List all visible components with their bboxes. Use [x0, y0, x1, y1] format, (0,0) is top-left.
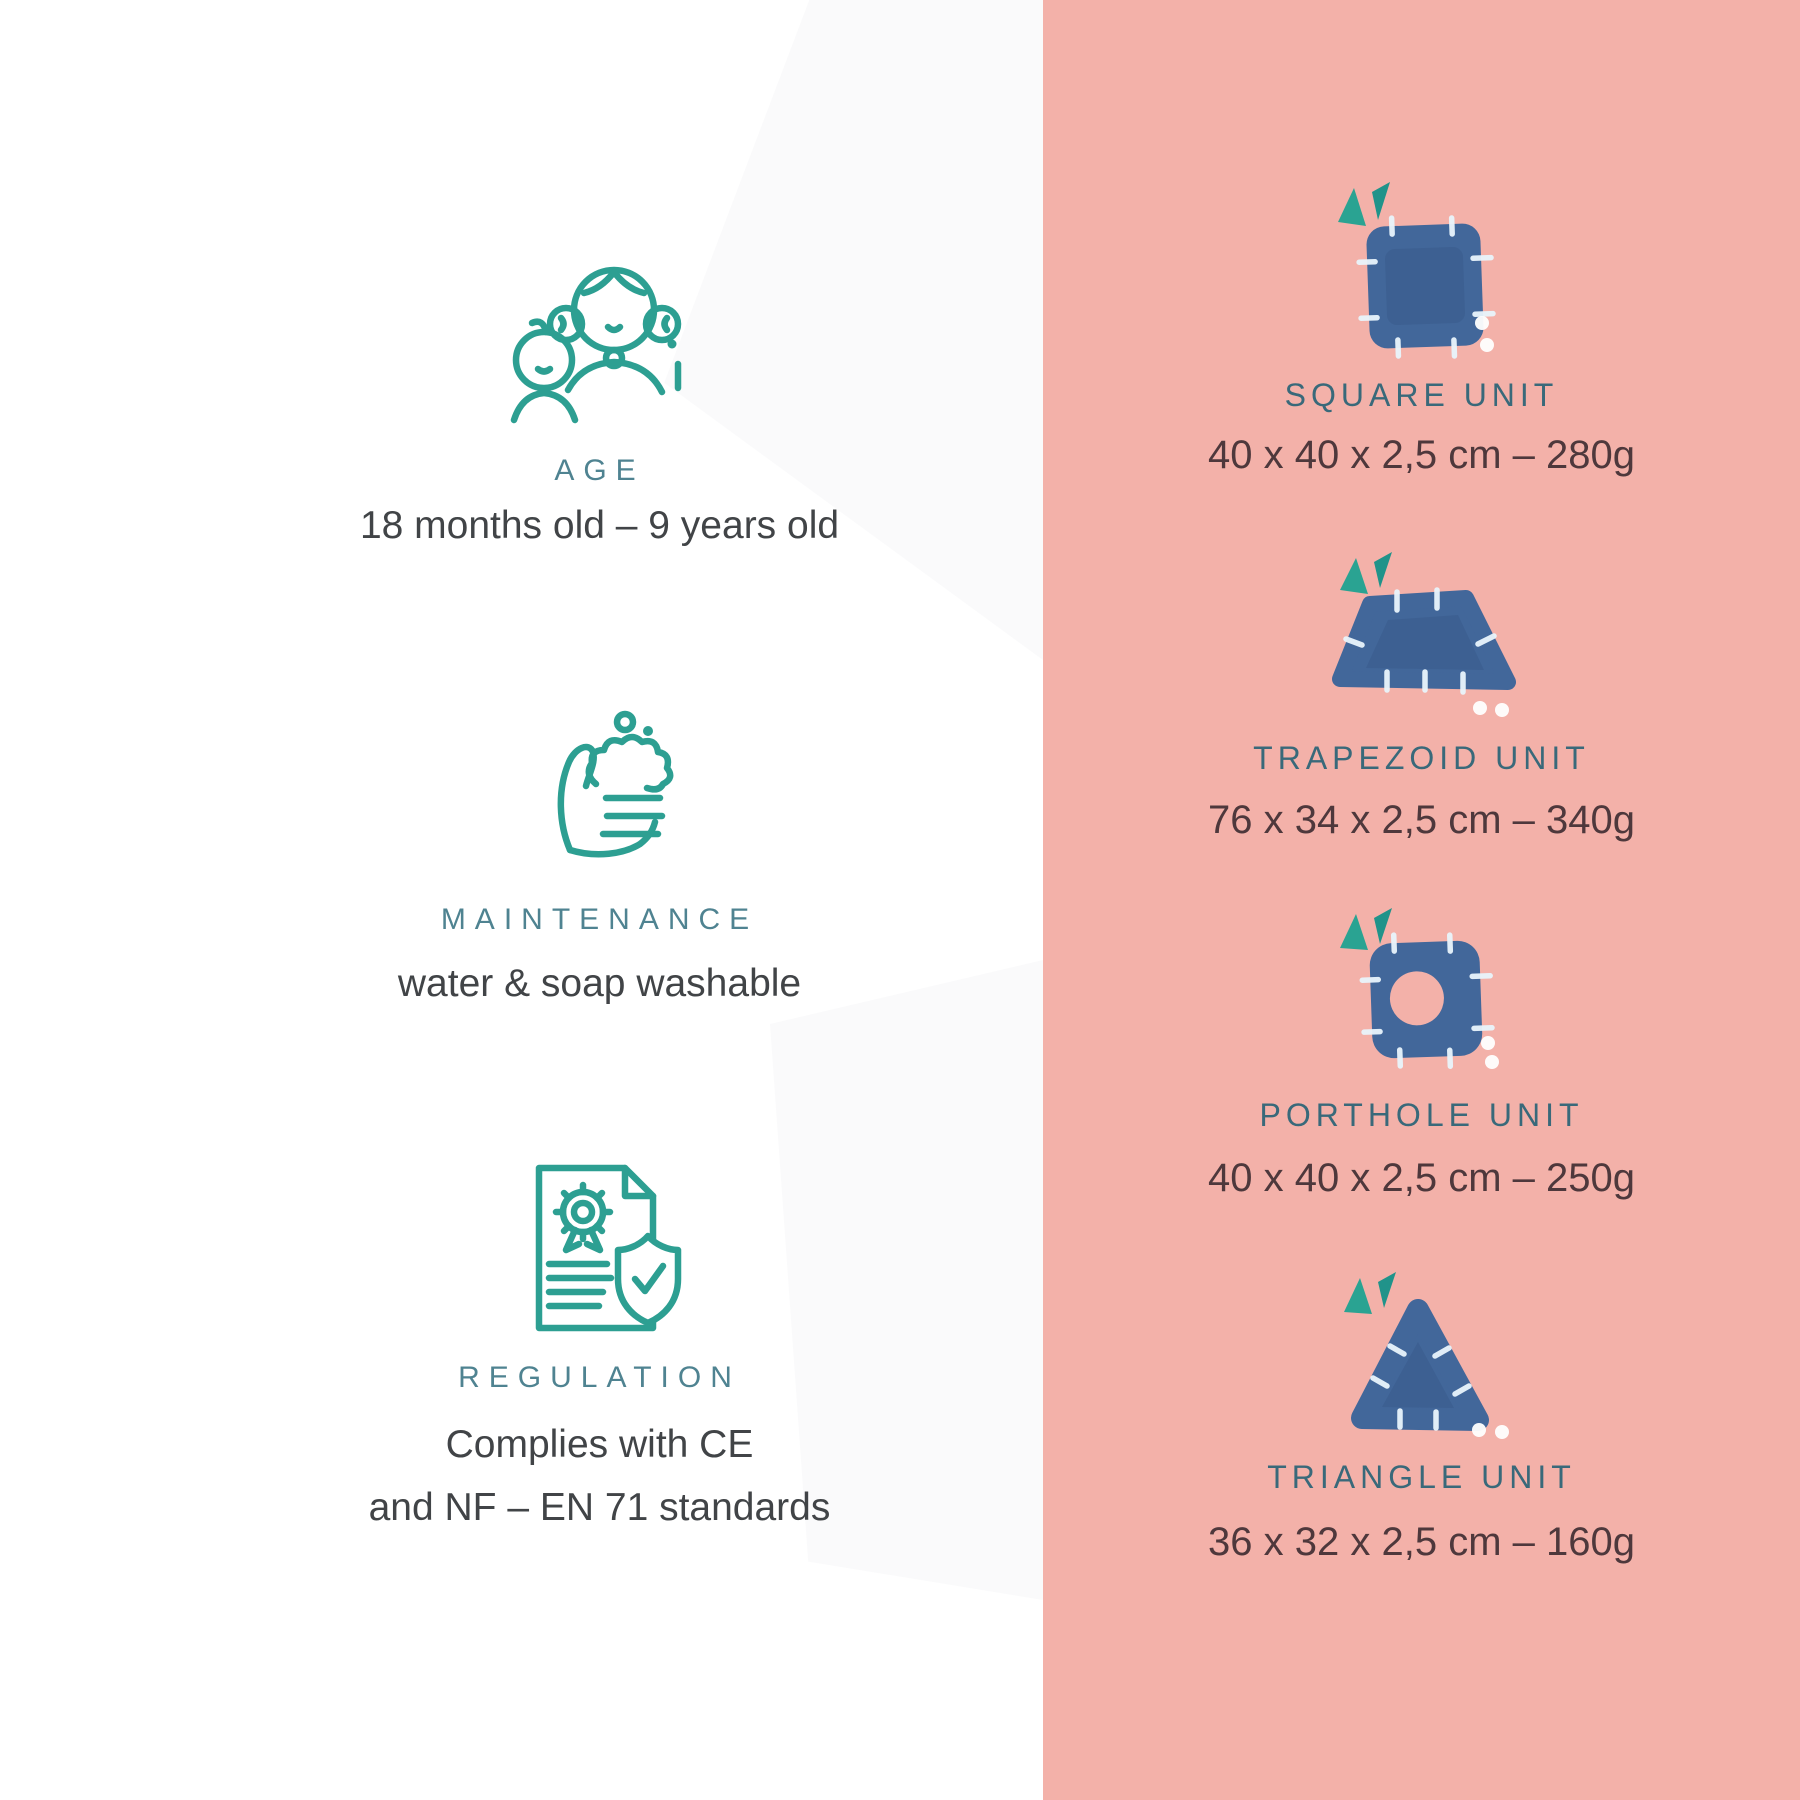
highlight-dots [1480, 1036, 1499, 1069]
regulation-text-line1: Complies with CE [445, 1423, 754, 1466]
stitch-marks [1359, 932, 1495, 1069]
porthole-unit-shape [1043, 890, 1800, 1080]
unit-dimensions-porthole: 40 x 40 x 2,5 cm – 250g [1208, 1156, 1635, 1200]
certificate-shield-icon [78, 1152, 1121, 1337]
age-range-text: 18 months old – 9 years old [359, 504, 840, 547]
sparkle-icon [1337, 182, 1390, 226]
trapezoid-unit-shape [1043, 540, 1800, 730]
background-texture [770, 960, 1043, 1600]
unit-dimensions-square: 40 x 40 x 2,5 cm – 280g [1208, 433, 1635, 477]
children-age-icon [78, 232, 1121, 424]
section-title-regulation: REGULATION [458, 1361, 741, 1394]
units-panel: SQUARE UNIT 40 x 40 x 2,5 cm – 280g [1043, 0, 1800, 1800]
maintenance-text: water & soap washable [397, 962, 802, 1005]
section-title-maintenance: MAINTENANCE [440, 903, 759, 936]
regulation-text-line2: and NF – EN 71 standards [368, 1486, 831, 1529]
sparkle-icon [1339, 908, 1392, 950]
section-regulation: REGULATION Complies with CE and NF – EN … [78, 1152, 1121, 1539]
section-maintenance: MAINTENANCE water & soap washable [78, 702, 1121, 1007]
hand-washing-icon [78, 702, 1121, 877]
unit-title-triangle: TRIANGLE UNIT [1267, 1459, 1576, 1495]
stitch-marks [1342, 587, 1497, 695]
highlight-dots [1471, 1423, 1509, 1439]
section-title-age: AGE [554, 454, 645, 487]
stitch-marks [1355, 215, 1496, 359]
unit-title-porthole: PORTHOLE UNIT [1259, 1097, 1584, 1133]
highlight-dots [1472, 701, 1509, 717]
unit-title-trapezoid: TRAPEZOID UNIT [1253, 740, 1590, 776]
stitch-marks [1369, 1343, 1472, 1431]
section-age: AGE 18 months old – 9 years old [78, 232, 1121, 549]
square-unit-shape [1043, 170, 1800, 360]
sparkle-icon [1343, 1272, 1396, 1314]
triangle-unit-shape [1043, 1250, 1800, 1450]
unit-dimensions-triangle: 36 x 32 x 2,5 cm – 160g [1208, 1520, 1635, 1564]
highlight-dots [1474, 316, 1494, 352]
unit-dimensions-trapezoid: 76 x 34 x 2,5 cm – 340g [1208, 798, 1635, 842]
unit-title-square: SQUARE UNIT [1284, 377, 1559, 413]
sparkle-icon [1339, 552, 1392, 594]
